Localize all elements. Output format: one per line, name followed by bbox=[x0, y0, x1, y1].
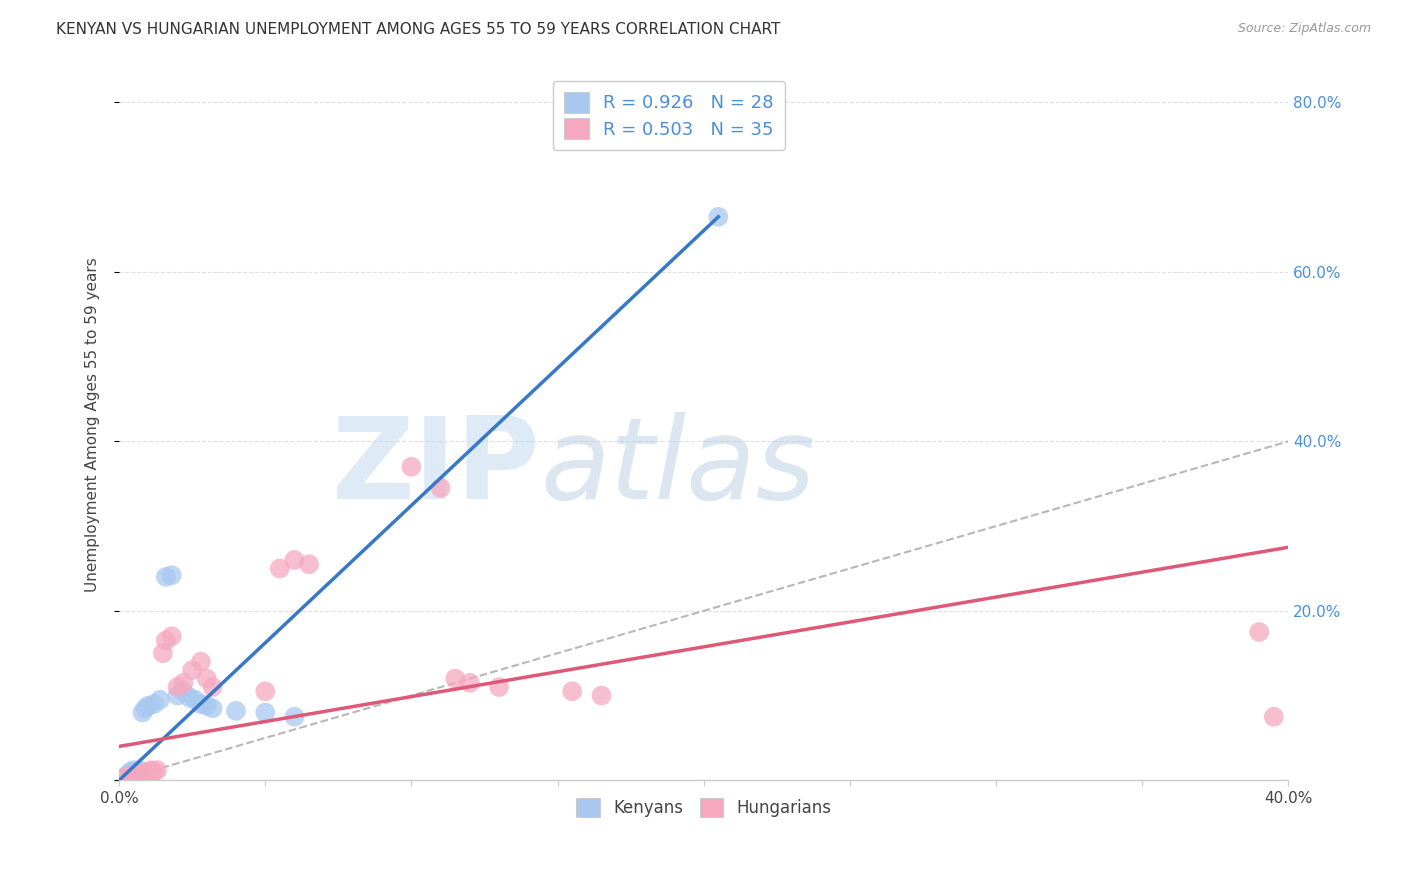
Point bbox=[152, 646, 174, 660]
Point bbox=[225, 704, 247, 718]
Legend: Kenyans, Hungarians: Kenyans, Hungarians bbox=[568, 789, 839, 825]
Point bbox=[401, 459, 423, 474]
Point bbox=[122, 766, 145, 780]
Point bbox=[707, 210, 730, 224]
Point bbox=[195, 698, 218, 713]
Point bbox=[143, 764, 166, 779]
Text: KENYAN VS HUNGARIAN UNEMPLOYMENT AMONG AGES 55 TO 59 YEARS CORRELATION CHART: KENYAN VS HUNGARIAN UNEMPLOYMENT AMONG A… bbox=[56, 22, 780, 37]
Point bbox=[160, 629, 183, 643]
Point bbox=[111, 772, 134, 786]
Point bbox=[561, 684, 583, 698]
Point bbox=[1263, 710, 1285, 724]
Point bbox=[190, 655, 212, 669]
Point bbox=[254, 684, 277, 698]
Point bbox=[120, 769, 142, 783]
Point bbox=[125, 768, 148, 782]
Point bbox=[444, 672, 467, 686]
Point bbox=[155, 570, 177, 584]
Text: ZIP: ZIP bbox=[332, 411, 540, 523]
Point bbox=[283, 553, 305, 567]
Y-axis label: Unemployment Among Ages 55 to 59 years: Unemployment Among Ages 55 to 59 years bbox=[86, 257, 100, 591]
Point bbox=[160, 568, 183, 582]
Point bbox=[134, 701, 156, 715]
Point bbox=[172, 676, 194, 690]
Point bbox=[149, 693, 172, 707]
Point bbox=[591, 689, 613, 703]
Point bbox=[134, 765, 156, 780]
Point bbox=[131, 706, 153, 720]
Point bbox=[195, 672, 218, 686]
Point bbox=[128, 763, 150, 777]
Point bbox=[179, 690, 201, 705]
Point bbox=[143, 697, 166, 711]
Point bbox=[117, 770, 139, 784]
Point bbox=[458, 676, 481, 690]
Point bbox=[429, 481, 451, 495]
Point bbox=[1249, 625, 1271, 640]
Point bbox=[117, 767, 139, 781]
Point bbox=[298, 558, 321, 572]
Point bbox=[136, 764, 159, 779]
Point bbox=[488, 680, 510, 694]
Point bbox=[201, 701, 224, 715]
Point bbox=[111, 772, 134, 786]
Point bbox=[184, 693, 207, 707]
Point bbox=[155, 633, 177, 648]
Point bbox=[128, 767, 150, 781]
Point bbox=[201, 680, 224, 694]
Point bbox=[136, 698, 159, 713]
Point bbox=[114, 771, 136, 785]
Point bbox=[117, 769, 139, 783]
Point bbox=[190, 697, 212, 711]
Point bbox=[141, 763, 163, 777]
Point bbox=[166, 680, 188, 694]
Point bbox=[114, 771, 136, 785]
Point bbox=[283, 710, 305, 724]
Point bbox=[269, 561, 291, 575]
Point bbox=[166, 689, 188, 703]
Point bbox=[131, 766, 153, 780]
Text: Source: ZipAtlas.com: Source: ZipAtlas.com bbox=[1237, 22, 1371, 36]
Point bbox=[120, 764, 142, 779]
Point bbox=[125, 764, 148, 779]
Point bbox=[146, 763, 169, 777]
Point bbox=[122, 770, 145, 784]
Point bbox=[120, 768, 142, 782]
Point bbox=[254, 706, 277, 720]
Point bbox=[172, 684, 194, 698]
Text: atlas: atlas bbox=[540, 411, 815, 523]
Point bbox=[181, 663, 204, 677]
Point bbox=[122, 763, 145, 777]
